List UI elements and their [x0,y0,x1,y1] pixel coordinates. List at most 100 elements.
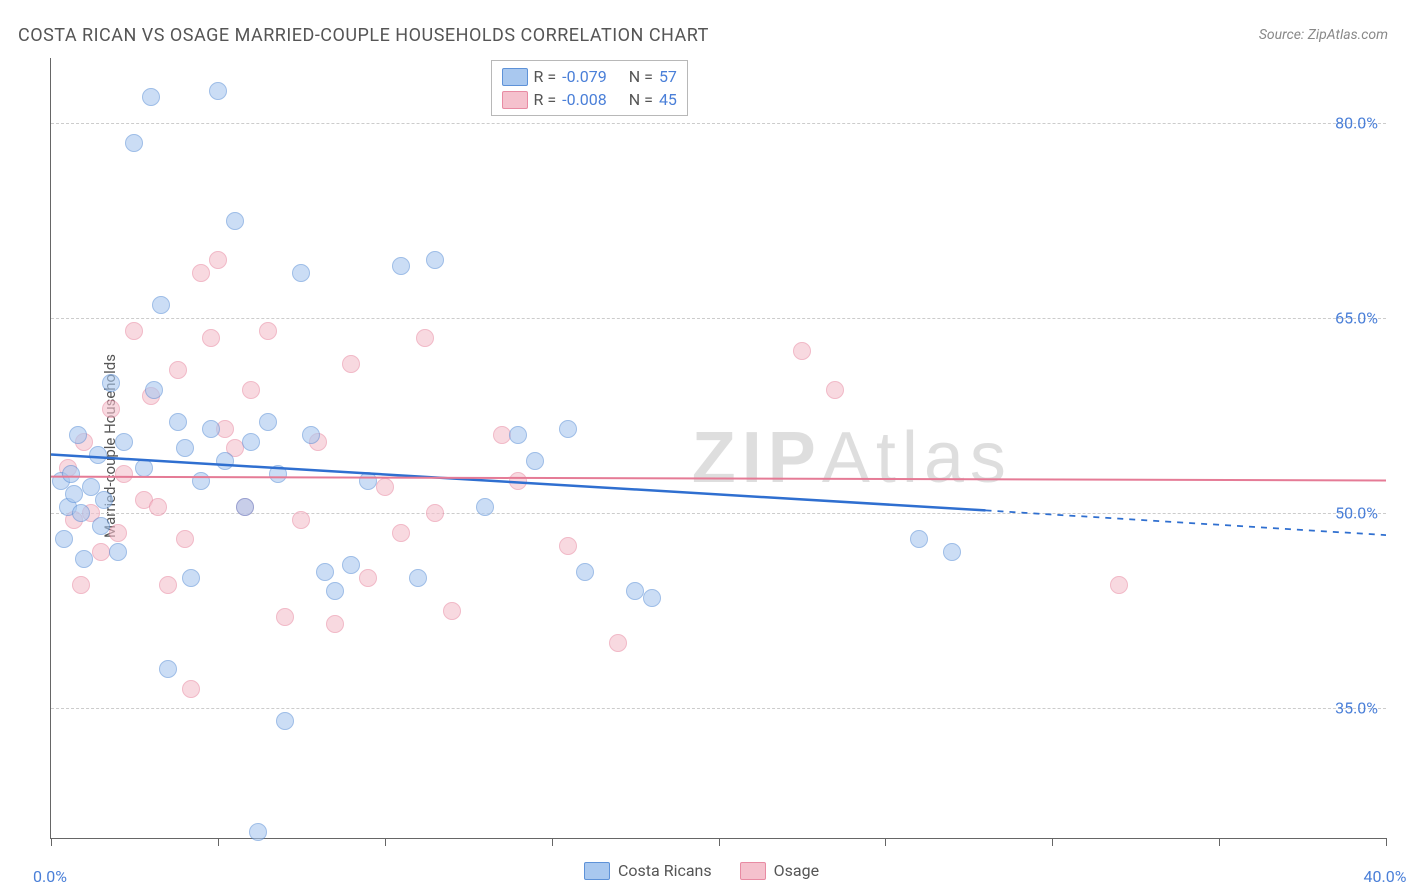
x-tick [1052,838,1053,846]
legend-n-value: 57 [659,67,677,86]
scatter-point [392,524,410,542]
gridline-horizontal [51,318,1386,319]
scatter-point [292,264,310,282]
x-tick [885,838,886,846]
scatter-point [342,556,360,574]
scatter-point [176,439,194,457]
scatter-point [152,296,170,314]
scatter-point [509,472,527,490]
scatter-point [176,530,194,548]
scatter-point [102,400,120,418]
scatter-point [115,433,133,451]
watermark-thin: Atlas [822,418,1012,498]
legend-r-value: -0.079 [562,67,607,86]
scatter-point [242,433,260,451]
y-tick-label: 50.0% [1335,504,1378,523]
scatter-point [249,823,267,841]
scatter-point [476,498,494,516]
scatter-point [192,264,210,282]
scatter-point [416,329,434,347]
scatter-point [69,426,87,444]
x-tick [51,838,52,846]
scatter-point [159,660,177,678]
scatter-point [826,381,844,399]
legend-correlation-box: R =-0.079N =57R =-0.008N =45 [491,60,688,116]
legend-swatch [502,68,528,86]
x-tick [719,838,720,846]
scatter-point [493,426,511,444]
scatter-point [65,485,83,503]
legend-n-label: N = [629,67,653,86]
scatter-point [75,550,93,568]
scatter-point [149,498,167,516]
legend-series-name: Costa Ricans [618,861,712,880]
scatter-point [316,563,334,581]
scatter-point [109,543,127,561]
scatter-point [376,478,394,496]
scatter-point [342,355,360,373]
scatter-point [292,511,310,529]
scatter-point [89,446,107,464]
chart-plot-area: ZIPAtlas 35.0%50.0%65.0%80.0% [50,58,1386,839]
scatter-point [1110,576,1128,594]
scatter-point [559,537,577,555]
scatter-point [302,426,320,444]
legend-item: Costa Ricans [584,861,712,880]
scatter-point [576,563,594,581]
y-tick-label: 80.0% [1335,114,1378,133]
gridline-horizontal [51,513,1386,514]
scatter-point [509,426,527,444]
scatter-point [142,88,160,106]
trendline-dashed [986,510,1387,535]
legend-series-name: Osage [774,861,819,880]
scatter-point [643,589,661,607]
chart-title: COSTA RICAN VS OSAGE MARRIED-COUPLE HOUS… [18,25,709,46]
scatter-point [169,413,187,431]
scatter-point [95,491,113,509]
legend-row: R =-0.008N =45 [502,88,677,111]
scatter-point [392,257,410,275]
scatter-point [426,504,444,522]
y-tick-label: 65.0% [1335,309,1378,328]
scatter-point [259,413,277,431]
scatter-point [626,582,644,600]
scatter-point [202,420,220,438]
scatter-point [609,634,627,652]
scatter-point [125,322,143,340]
watermark: ZIPAtlas [692,417,1012,499]
scatter-point [359,569,377,587]
legend-swatch [584,862,610,880]
scatter-point [109,524,127,542]
x-tick [1386,838,1387,846]
legend-swatch [740,862,766,880]
scatter-point [159,576,177,594]
scatter-point [72,576,90,594]
scatter-point [276,712,294,730]
scatter-point [209,82,227,100]
scatter-point [145,381,163,399]
scatter-point [426,251,444,269]
trendline-solid [51,477,1386,481]
legend-n-value: 45 [659,90,677,109]
x-tick [218,838,219,846]
scatter-point [526,452,544,470]
legend-row: R = -0.079 N = 57 [502,65,677,88]
legend-r-label: R = [534,67,557,86]
x-tick [1219,838,1220,846]
scatter-point [55,530,73,548]
scatter-point [910,530,928,548]
legend-swatch [502,91,528,109]
x-tick [552,838,553,846]
scatter-point [192,472,210,490]
gridline-horizontal [51,123,1386,124]
scatter-point [236,498,254,516]
scatter-point [92,543,110,561]
scatter-point [209,251,227,269]
scatter-point [409,569,427,587]
scatter-point [226,212,244,230]
scatter-point [102,374,120,392]
scatter-point [943,543,961,561]
legend-n-label: N = [629,90,653,109]
legend-item: Osage [740,861,819,880]
scatter-point [169,361,187,379]
